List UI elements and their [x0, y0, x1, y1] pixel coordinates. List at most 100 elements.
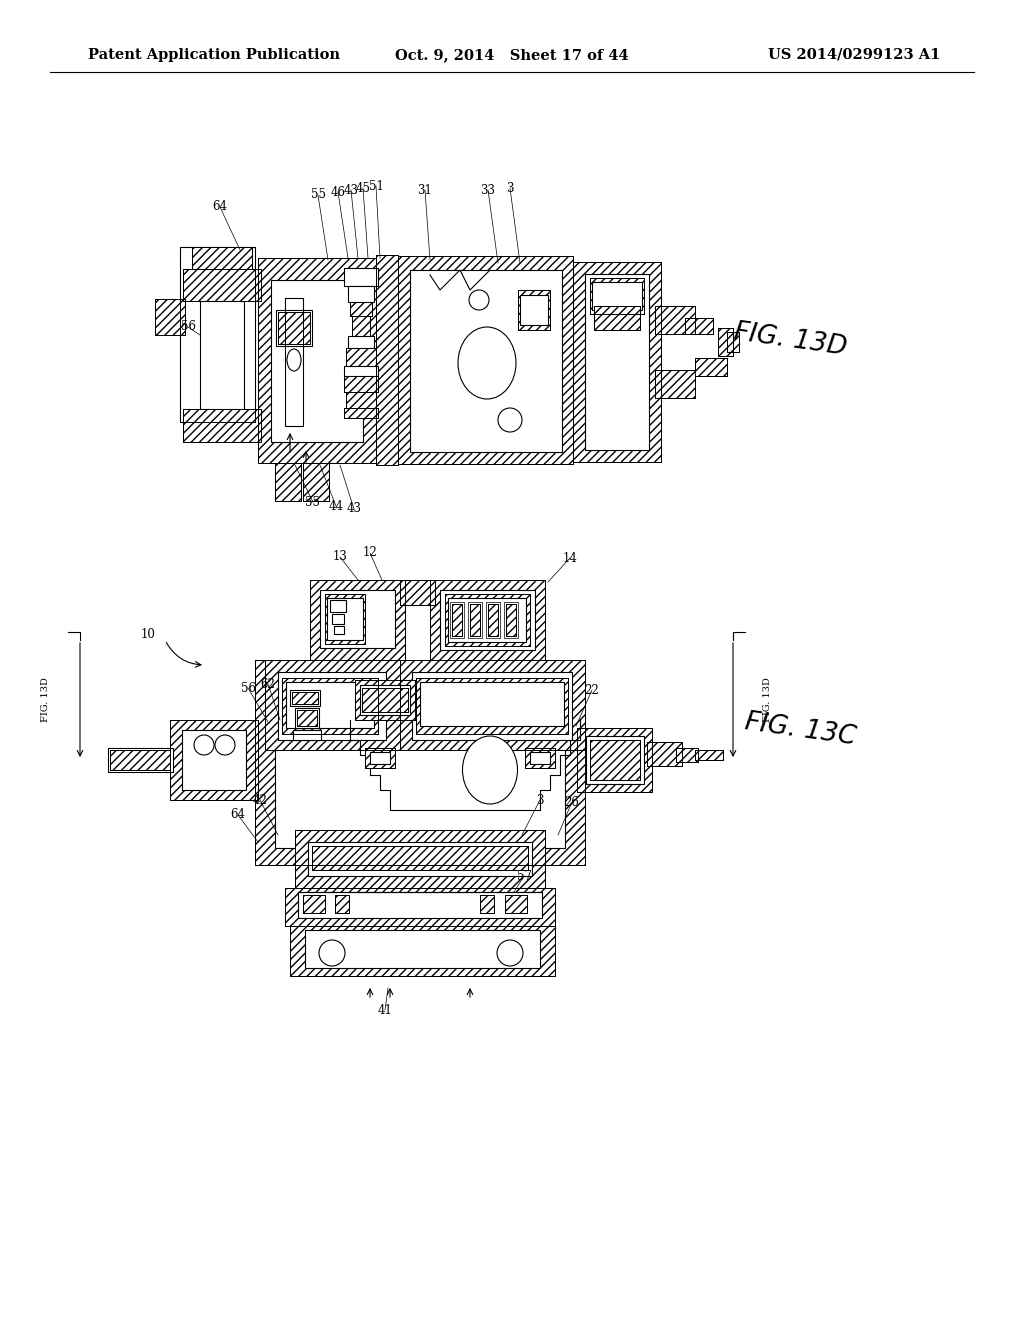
Bar [410, 271, 562, 451]
Bar [183, 269, 261, 301]
Bar [685, 318, 713, 334]
Bar [480, 895, 494, 913]
Bar [335, 895, 349, 913]
Bar [290, 927, 555, 975]
Circle shape [194, 735, 214, 755]
Bar [655, 306, 695, 334]
Bar [590, 279, 644, 314]
Bar [430, 579, 545, 660]
Bar [590, 279, 644, 314]
Bar [110, 750, 170, 770]
Bar [182, 730, 246, 789]
Bar [727, 333, 739, 352]
Bar [452, 605, 462, 636]
Bar [718, 327, 733, 356]
Text: FIG. 13D: FIG. 13D [764, 677, 772, 722]
Bar [355, 680, 415, 719]
Bar [440, 590, 535, 649]
Bar [193, 247, 252, 269]
Bar [303, 895, 325, 913]
Bar [480, 895, 494, 913]
Bar [180, 247, 255, 422]
Bar [285, 298, 303, 426]
Bar [183, 269, 261, 301]
Bar [718, 327, 733, 356]
Bar [295, 830, 545, 888]
Bar [362, 688, 408, 711]
Bar [506, 605, 516, 636]
Bar [344, 408, 378, 418]
Bar [183, 409, 261, 442]
Bar [108, 748, 173, 772]
Bar [290, 690, 319, 706]
Bar [303, 463, 329, 502]
Bar [376, 255, 398, 465]
Bar [400, 579, 435, 605]
Bar [400, 579, 435, 605]
Bar [255, 660, 585, 865]
Bar [585, 275, 649, 450]
Text: 43: 43 [346, 503, 361, 516]
Text: Patent Application Publication: Patent Application Publication [88, 48, 340, 62]
Text: 31: 31 [418, 183, 432, 197]
Bar [285, 888, 555, 927]
Bar [265, 660, 400, 750]
Bar [308, 842, 532, 876]
Bar [488, 605, 498, 636]
Bar [400, 660, 585, 750]
Bar [518, 290, 550, 330]
Ellipse shape [463, 737, 517, 804]
Text: 14: 14 [562, 552, 578, 565]
Bar [655, 370, 695, 399]
Bar [344, 376, 378, 392]
Bar [676, 748, 698, 762]
Bar [346, 392, 376, 408]
Bar [193, 247, 252, 269]
Text: 26: 26 [564, 796, 580, 808]
Text: 13: 13 [333, 550, 347, 564]
Bar [530, 752, 550, 764]
Bar [398, 256, 573, 465]
Circle shape [497, 940, 523, 966]
Text: 3: 3 [537, 793, 544, 807]
Bar [350, 302, 372, 315]
Bar [370, 752, 390, 764]
Bar [470, 605, 480, 636]
Bar [577, 729, 652, 792]
Bar [445, 594, 530, 645]
Text: FIG. 13C: FIG. 13C [742, 709, 857, 751]
Bar [450, 602, 464, 638]
Bar [412, 672, 572, 741]
Text: 51: 51 [369, 180, 383, 193]
Bar [293, 730, 321, 741]
Bar [180, 247, 255, 422]
Bar [346, 348, 376, 366]
Text: 57: 57 [516, 870, 531, 883]
Text: 62: 62 [260, 677, 275, 690]
Text: Oct. 9, 2014   Sheet 17 of 44: Oct. 9, 2014 Sheet 17 of 44 [395, 48, 629, 62]
Text: 12: 12 [362, 546, 378, 560]
Bar [295, 708, 319, 729]
Circle shape [215, 735, 234, 755]
Bar [275, 463, 301, 502]
Bar [265, 660, 400, 750]
Bar [655, 370, 695, 399]
Bar [282, 678, 378, 734]
Bar [271, 280, 362, 442]
Text: 41: 41 [378, 1003, 392, 1016]
Bar [332, 614, 344, 624]
Bar [255, 660, 585, 865]
Bar [355, 680, 415, 719]
Bar [452, 605, 462, 636]
Text: 33: 33 [480, 183, 496, 197]
Text: 42: 42 [253, 793, 267, 807]
Bar [350, 302, 372, 315]
Bar [505, 895, 527, 913]
Bar [330, 601, 346, 612]
Bar [303, 895, 325, 913]
Bar [416, 678, 568, 734]
Bar [504, 602, 518, 638]
Text: FIG. 13D: FIG. 13D [41, 677, 49, 722]
Text: 46: 46 [331, 186, 345, 198]
Bar [525, 748, 555, 768]
